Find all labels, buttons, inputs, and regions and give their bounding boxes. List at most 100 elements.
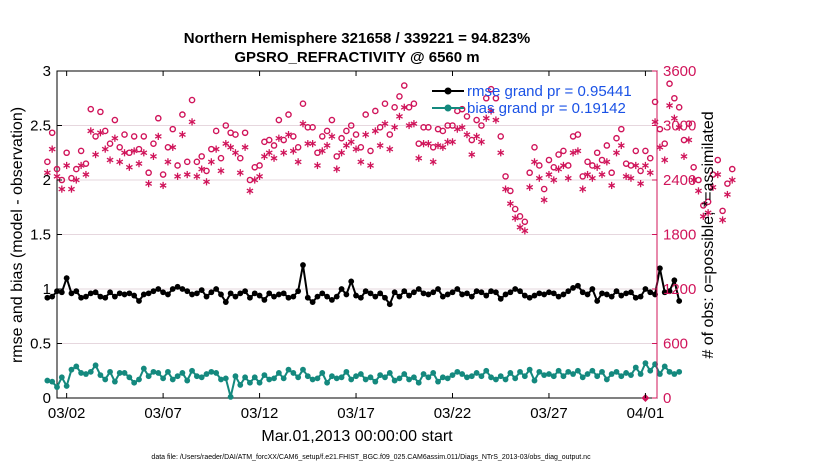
rmse-point [160, 289, 167, 296]
rmse-point [343, 291, 350, 298]
rmse-point [78, 294, 85, 301]
bias-point [275, 370, 282, 376]
bias-point [536, 368, 543, 375]
obs-possible-point [584, 158, 591, 166]
obs-assimilated-point [429, 158, 437, 166]
x-tick-label: 04/01 [627, 405, 665, 422]
obs-possible-point [646, 154, 654, 162]
obs-assimilated-point [477, 138, 485, 146]
bias-point [49, 378, 56, 385]
rmse-point [324, 293, 330, 300]
obs-assimilated-point [497, 149, 505, 157]
bias-point [454, 368, 461, 375]
obs-assimilated-point [256, 172, 264, 180]
bias-point [468, 373, 475, 380]
star-stroke [203, 179, 210, 185]
rmse-point [478, 289, 485, 296]
star-stroke [87, 128, 95, 134]
obs-possible-point [391, 104, 398, 111]
obs-possible-point [381, 100, 389, 107]
rmse-point [603, 291, 610, 298]
bias-point [58, 374, 65, 381]
bias-point [87, 368, 94, 375]
rmse-point [295, 288, 302, 295]
bias-point [140, 365, 147, 372]
obs-assimilated-point [130, 147, 138, 155]
bias-point [44, 377, 51, 384]
legend-marker-bias [444, 104, 452, 112]
star-stroke [535, 175, 543, 181]
obs-possible-point [415, 140, 423, 147]
star-stroke [376, 143, 384, 148]
rmse-point [613, 288, 620, 295]
rmse-point [213, 286, 220, 292]
x-tick-label: 03/17 [337, 405, 375, 422]
star-stroke [434, 143, 442, 148]
obs-assimilated-point [695, 187, 702, 195]
rmse-point [256, 292, 263, 299]
star-stroke [318, 148, 326, 154]
bias-point [628, 372, 634, 379]
rmse-point [521, 292, 528, 299]
obs-possible-point [666, 80, 673, 88]
rmse-point [49, 293, 56, 300]
y-tick-label-right: 600 [663, 336, 688, 353]
rmse-point [116, 290, 123, 297]
star-stroke [294, 159, 302, 165]
obs-possible-point [270, 142, 278, 149]
bias-point [169, 376, 176, 383]
rmse-point [198, 287, 205, 293]
star-stroke [574, 148, 582, 154]
obs-assimilated-point [535, 174, 543, 182]
bias-point [357, 371, 364, 377]
bias-point [83, 371, 89, 377]
obs-assimilated-point [646, 169, 654, 177]
rmse-point [150, 288, 157, 295]
obs-assimilated-point [347, 138, 355, 146]
star-stroke [121, 150, 128, 156]
star-stroke [169, 144, 177, 150]
y-tick-label-right: 0 [663, 390, 671, 407]
obs-possible-point [700, 202, 707, 209]
obs-possible-point [478, 122, 485, 129]
star-stroke [323, 143, 331, 148]
obs-possible-point [714, 156, 722, 164]
rmse-point [102, 294, 109, 301]
rmse-point [608, 293, 615, 300]
obs-assimilated-point [294, 158, 302, 166]
bias-point [343, 368, 350, 375]
star-stroke [130, 148, 138, 154]
obs-possible-point [169, 125, 177, 133]
y-axis-label-right: # of obs: o=possible; *=assimilated [700, 111, 717, 358]
rmse-point [184, 288, 191, 295]
obs-assimilated-point [43, 169, 51, 177]
axis-layer: 03/02 03/07 03/12 03/17 03/22 03/27 04/0100.51… [30, 63, 696, 422]
rmse-point [449, 289, 456, 296]
rmse-point [493, 289, 499, 296]
bias-point [155, 370, 162, 376]
bias-point [671, 371, 678, 377]
bias-point [406, 376, 412, 383]
obs-possible-point [719, 207, 726, 215]
rmse-point [333, 293, 340, 300]
star-stroke [265, 150, 273, 156]
bias-point [348, 376, 355, 383]
obs-assimilated-point [675, 123, 683, 131]
star-stroke [154, 134, 162, 139]
bias-point [599, 368, 605, 375]
star-stroke [603, 159, 611, 165]
bias-point [420, 371, 427, 377]
star-stroke [101, 146, 109, 152]
star-stroke [116, 159, 124, 165]
bias-point [666, 368, 673, 375]
rmse-point [386, 301, 393, 308]
bias-point [377, 372, 384, 379]
star-stroke [617, 143, 625, 148]
obs-possible-point [386, 131, 394, 138]
rmse-point [647, 289, 654, 296]
obs-possible-point [236, 154, 244, 162]
bias-point [661, 363, 668, 370]
star-stroke [386, 146, 394, 152]
obs-assimilated-point [723, 190, 731, 199]
rmse-point [526, 294, 533, 301]
